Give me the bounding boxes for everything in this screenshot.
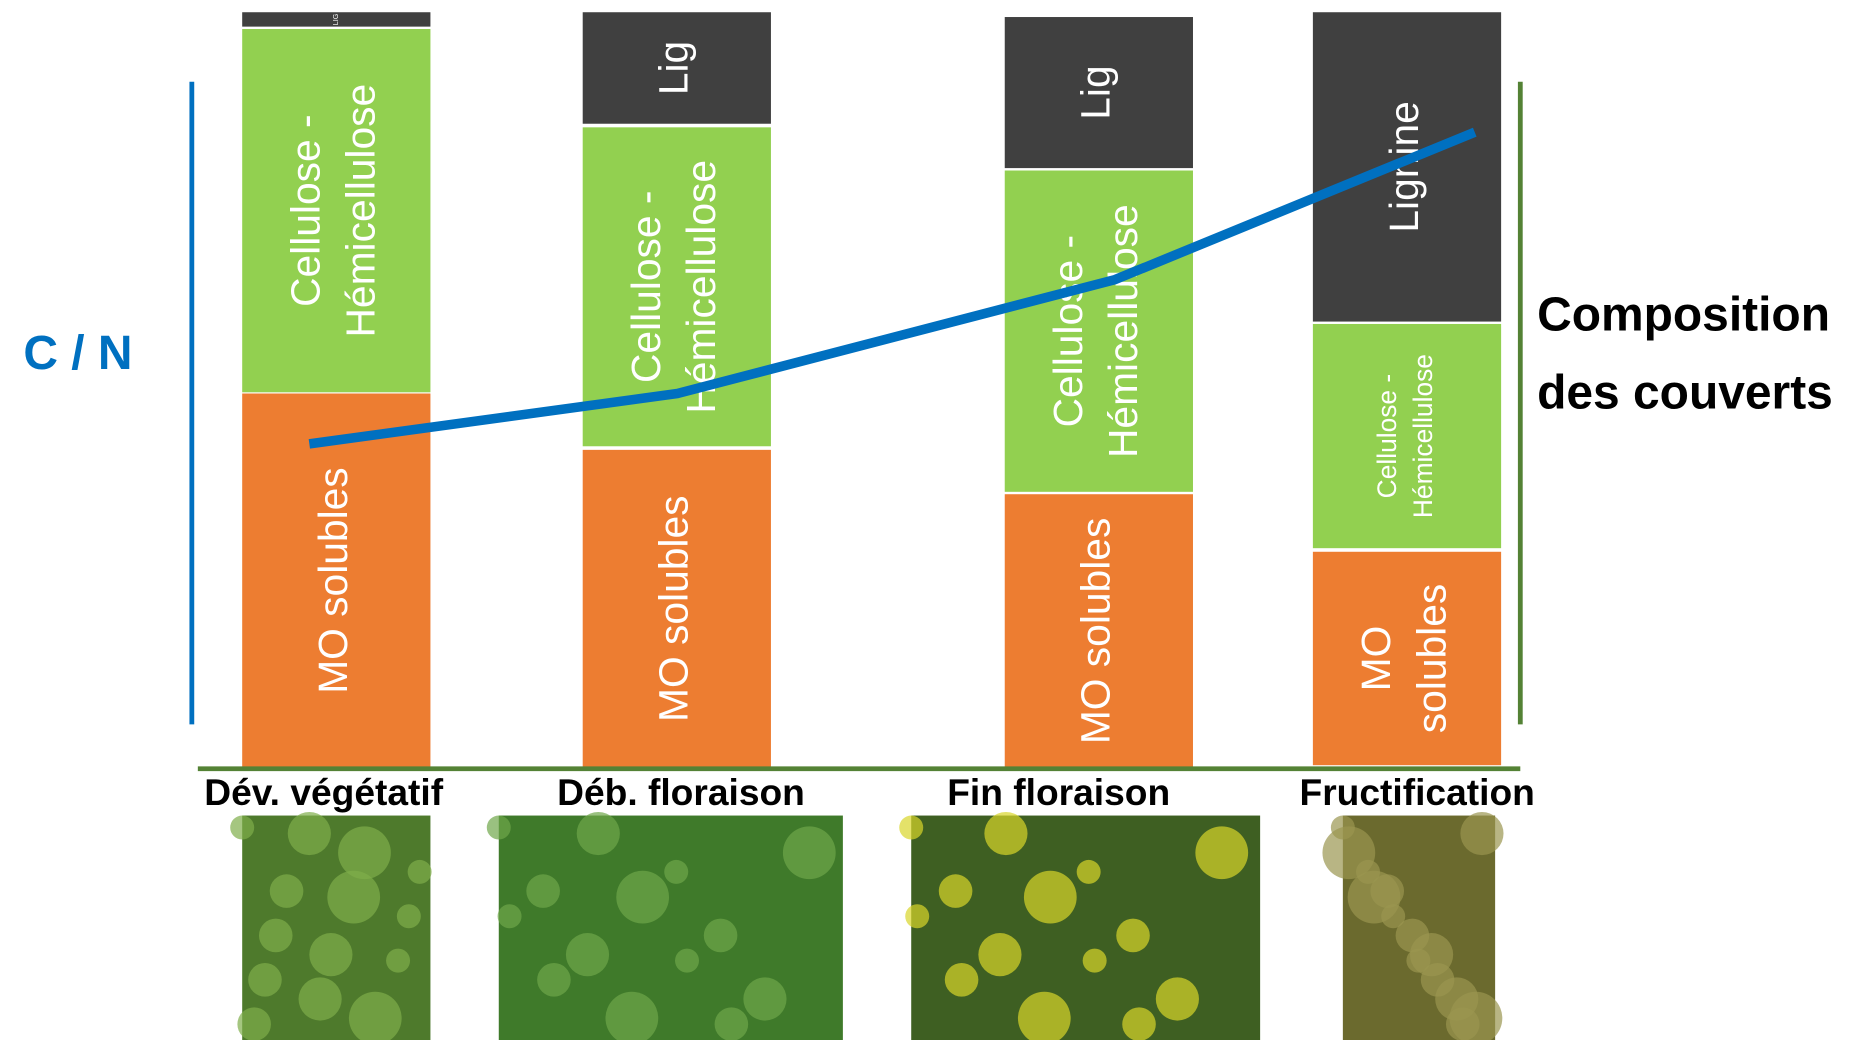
photo-texture [1460,811,1504,856]
photo-texture [309,933,353,977]
cellulose-segment [1312,323,1502,549]
segment-label: MO solubles [310,467,356,693]
photo-texture [1406,948,1431,973]
cellulose-segment [1004,170,1193,492]
photo-texture [714,1007,749,1040]
photo-texture [537,963,571,997]
photo-texture [1082,948,1107,973]
segment-label: Cellulose - [623,191,669,384]
photo-texture [287,811,331,856]
mo-segment [242,393,431,768]
cn-curve [308,127,1477,449]
segment-label: Lig [1073,65,1119,119]
photo-texture [703,918,738,953]
photo-texture [486,815,511,840]
photo-texture [938,874,973,908]
photo-texture [1420,963,1455,997]
photo-texture [1395,918,1430,953]
photo-texture [327,870,381,924]
mo-segment [582,449,771,768]
photo-texture [407,859,432,884]
photo-texture [675,948,700,973]
lignin-segment [242,12,431,27]
segment-label: Lig [651,41,697,95]
photo-texture [396,904,421,929]
composition-label: des couverts [1537,367,1833,420]
photo-texture [1195,826,1249,880]
photo-texture [1445,1007,1480,1040]
photo-texture [576,811,620,856]
lignin-segment [582,12,771,124]
stage-label: Déb. floraison [557,771,805,813]
photo-texture [526,874,560,908]
stage-label: Dév. végétatif [204,771,443,813]
photo-texture [258,918,293,953]
segment-label: MO [1353,626,1399,692]
photo-texture [1076,859,1101,884]
cn-label: C / N [23,327,132,380]
photo-texture [338,826,391,880]
photo-texture [1347,870,1401,924]
segment-label: solubles [1408,584,1454,734]
segment-label: Hémicellulose [678,160,724,414]
segment-label: LIG [331,13,340,25]
photo-texture [1116,918,1150,953]
stage-label: Fin floraison [947,771,1170,813]
photo-texture [298,977,342,1021]
photo-texture [978,933,1022,977]
mo-segment [1312,551,1502,766]
photo-texture [616,870,670,924]
segment-label: MO solubles [651,495,697,721]
segment-label: Hémicellulose [1100,204,1146,458]
cellulose-segment [242,29,431,393]
photo-texture [348,991,402,1040]
photo-texture [1322,826,1376,880]
stage-label: Fructification [1300,771,1535,813]
photo-texture [269,874,304,908]
mo-segment [1004,494,1193,768]
segment-label: Cellulose - [1045,235,1091,428]
photo-texture [984,811,1028,856]
photo-texture [1023,870,1077,924]
photo-texture [944,963,979,997]
photo-texture [497,904,522,929]
photo-texture [237,1007,271,1040]
composition-label: Composition [1537,289,1830,342]
segment-label: Cellulose - [283,114,329,307]
photo-texture [565,933,610,977]
photo-texture [899,815,924,840]
lignin-segment [1004,17,1193,169]
photo-texture [230,815,255,840]
segment-label: Hémicellulose [338,84,384,338]
photo-texture [905,904,930,929]
photo-texture [664,859,689,884]
photo-texture [743,977,787,1021]
photo-texture [782,826,836,880]
segment-label: Cellulose - [1372,374,1402,499]
photo-texture [248,963,282,997]
segment-label: Hémicellulose [1408,354,1438,518]
photo-texture [1155,977,1199,1021]
lignin-segment [1312,12,1502,322]
photo-texture [1122,1007,1156,1040]
photo-texture [386,948,411,973]
segment-label: MO solubles [1073,518,1119,744]
photo-texture [1017,991,1071,1040]
photo-texture [605,991,659,1040]
